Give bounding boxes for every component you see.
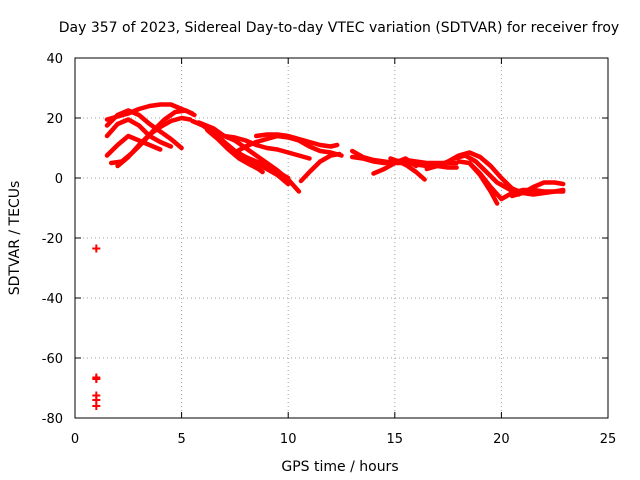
y-tick-label: -60 xyxy=(42,352,63,367)
series-track-10 xyxy=(204,127,265,175)
x-tick-label: 20 xyxy=(493,432,510,447)
series-track-2 xyxy=(104,108,184,151)
data-layer xyxy=(92,102,566,410)
y-axis-label: SDTVAR / TECUs xyxy=(7,181,23,296)
series-track-18 xyxy=(388,156,427,182)
x-axis-ticks: 0 5 10 15 20 25 xyxy=(71,58,616,447)
x-tick-label: 10 xyxy=(280,432,297,447)
series-track-14 xyxy=(298,151,342,184)
y-tick-label: -20 xyxy=(42,232,63,247)
chart-title: Day 357 of 2023, Sidereal Day-to-day VTE… xyxy=(59,20,619,36)
outlier-point xyxy=(92,244,101,253)
y-tick-label: 20 xyxy=(46,112,63,127)
x-tick-label: 0 xyxy=(71,432,79,447)
series-track-3 xyxy=(104,117,174,149)
y-tick-label: -80 xyxy=(42,412,63,427)
series-track-19 xyxy=(424,150,566,197)
grid-lines xyxy=(75,58,608,418)
y-tick-label: -40 xyxy=(42,292,63,307)
series-track-13 xyxy=(253,132,340,149)
series-track-6 xyxy=(115,115,193,169)
outlier-point xyxy=(92,402,101,410)
series-track-17 xyxy=(371,156,419,176)
series-track-11 xyxy=(221,133,312,161)
plot-frame xyxy=(74,57,609,419)
y-tick-label: 0 xyxy=(55,172,63,187)
x-tick-label: 5 xyxy=(177,432,185,447)
y-tick-label: 40 xyxy=(46,52,63,67)
x-tick-label: 25 xyxy=(600,432,617,447)
y-axis-ticks: -80 -60 -40 -20 0 20 40 xyxy=(42,52,608,427)
series-track-22 xyxy=(467,160,500,206)
series-track-23 xyxy=(509,180,566,199)
x-axis-label: GPS time / hours xyxy=(281,459,398,475)
outlier-point xyxy=(92,375,101,383)
x-tick-label: 15 xyxy=(387,432,404,447)
series-track-4 xyxy=(104,133,163,158)
series-track-20 xyxy=(452,153,521,197)
